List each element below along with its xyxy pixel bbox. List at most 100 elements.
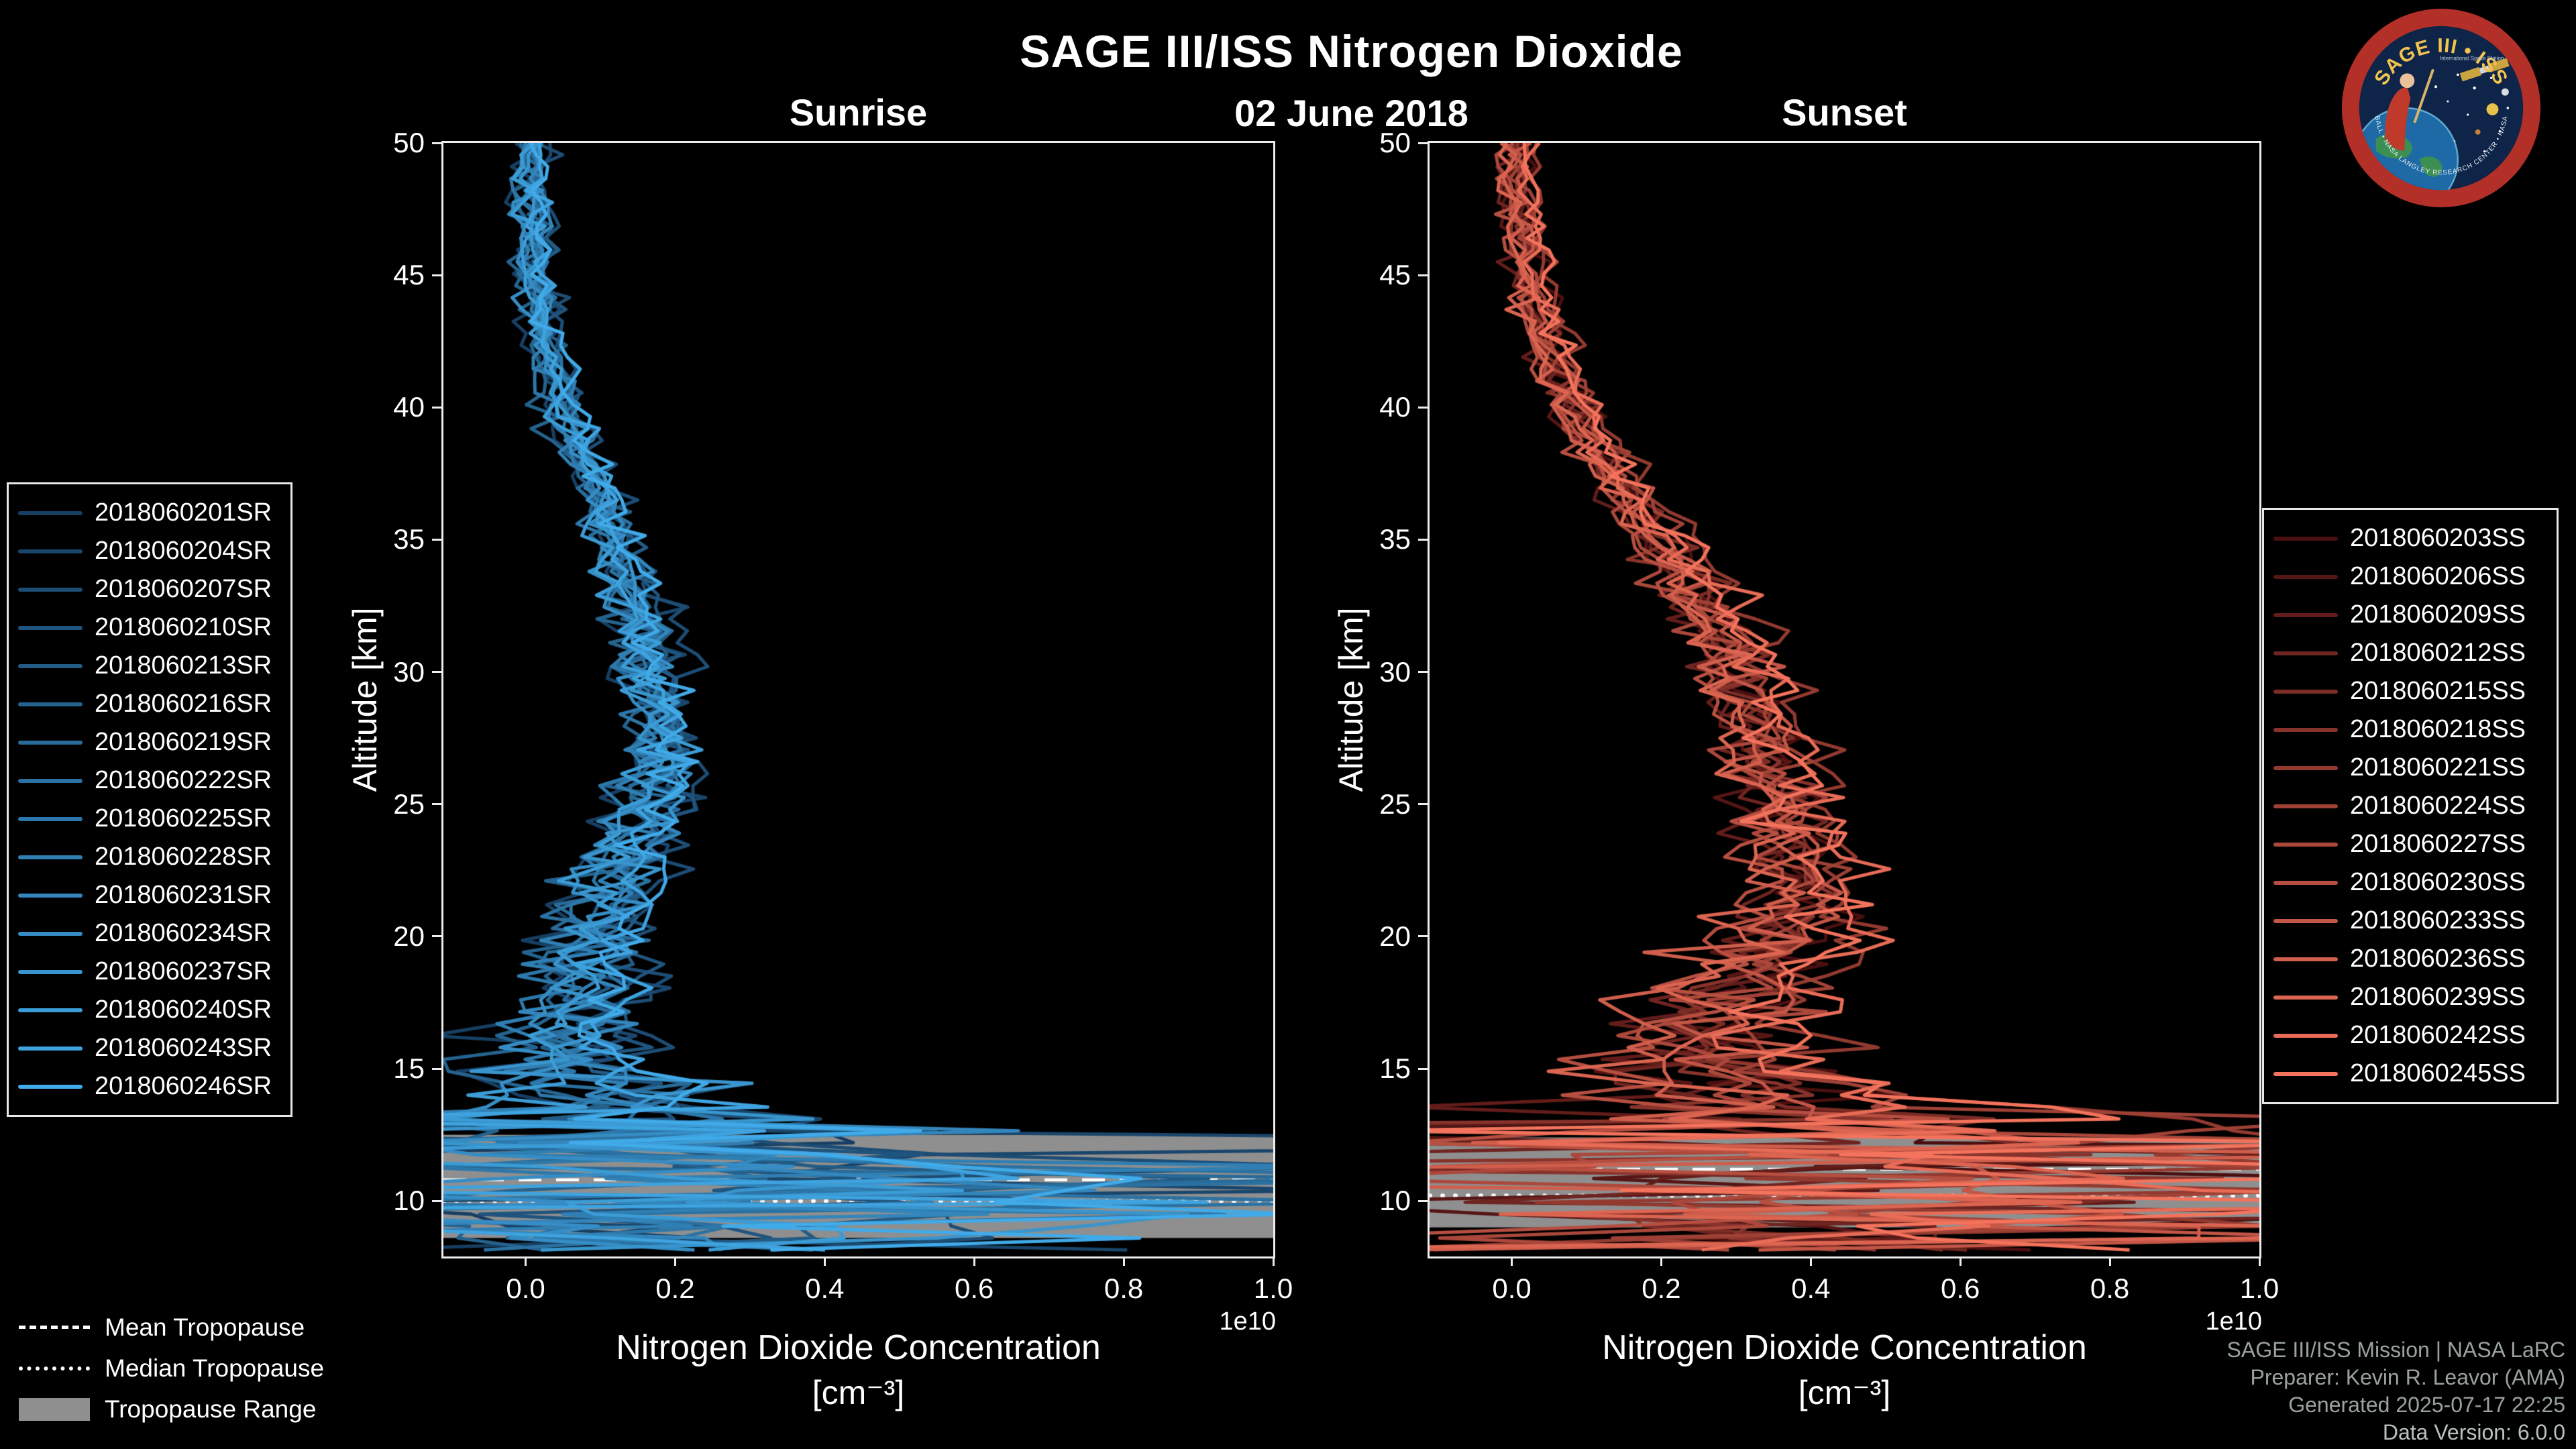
legend-item: 2018060206SS xyxy=(2273,557,2547,596)
x-tick-mark xyxy=(525,1256,527,1266)
legend-label: 2018060221SS xyxy=(2350,753,2526,782)
legend-line-swatch xyxy=(18,778,83,783)
x-axis-label: Nitrogen Dioxide Concentration xyxy=(1602,1328,2087,1367)
x-tick-mark xyxy=(823,1256,826,1266)
legend-line-swatch xyxy=(2273,727,2338,732)
legend-line-swatch xyxy=(2273,765,2338,770)
legend-item: 2018060227SS xyxy=(2273,825,2547,863)
y-tick-label: 45 xyxy=(393,259,425,291)
legend-line-swatch xyxy=(18,663,83,668)
y-tick-label: 20 xyxy=(1379,920,1411,952)
y-tick-mark xyxy=(1418,274,1428,276)
legend-item: 2018060234SR xyxy=(18,914,281,953)
iss-icon xyxy=(2459,58,2510,82)
x-axis-offset-text: 1e10 xyxy=(2205,1307,2262,1336)
y-tick-mark xyxy=(1418,1067,1428,1070)
legend-item: 2018060219SR xyxy=(18,723,281,761)
legend-line-swatch xyxy=(2273,804,2338,808)
x-axis-label: Nitrogen Dioxide Concentration xyxy=(616,1328,1101,1367)
y-tick-mark xyxy=(1418,671,1428,674)
figure-title: SAGE III/ISS Nitrogen Dioxide xyxy=(1020,26,1683,77)
figure-date: 02 June 2018 xyxy=(1234,92,1468,134)
legend-line-swatch xyxy=(2273,651,2338,655)
sunset-plot: Sunset 1e10 Nitrogen Dioxide Concentrati… xyxy=(1379,91,2279,1411)
legend-label: 2018060213SR xyxy=(95,651,272,680)
legend-label: 2018060216SR xyxy=(95,690,272,718)
legend-item: 2018060207SR xyxy=(18,570,281,608)
y-tick-label: 35 xyxy=(393,523,425,555)
legend-line-swatch xyxy=(18,969,83,974)
y-tick-mark xyxy=(1418,406,1428,409)
legend-label: 2018060209SS xyxy=(2350,600,2526,629)
y-tick-label: 30 xyxy=(1379,655,1411,688)
x-axis-units-label: [cm⁻³] xyxy=(1798,1374,1891,1411)
y-tick-mark xyxy=(432,671,441,674)
legend-label: 2018060243SR xyxy=(95,1034,272,1062)
x-tick-label: 0.8 xyxy=(2090,1273,2130,1304)
legend-item: 2018060221SS xyxy=(2273,749,2547,787)
sunrise-profiles-canvas xyxy=(443,143,1273,1256)
legend-line-swatch xyxy=(18,931,83,936)
legend-item: 2018060236SS xyxy=(2273,940,2547,978)
y-tick-label: 10 xyxy=(393,1185,425,1217)
y-tick-mark xyxy=(432,803,441,806)
dotted-line-swatch xyxy=(19,1366,90,1371)
legend-line-swatch xyxy=(18,816,83,821)
legend-item: 2018060237SR xyxy=(18,953,281,991)
legend-line-swatch xyxy=(2273,842,2338,847)
legend-item: 2018060213SR xyxy=(18,647,281,685)
legend-item: 2018060222SR xyxy=(18,761,281,800)
legend-label: 2018060218SS xyxy=(2350,715,2526,743)
mission-credit: SAGE III/ISS Mission | NASA LaRC xyxy=(2226,1338,2565,1362)
legend-label: 2018060237SR xyxy=(95,957,272,985)
data-version: Data Version: 6.0.0 xyxy=(2382,1420,2565,1444)
legend-label: 2018060222SR xyxy=(95,766,272,794)
x-tick-label: 0.6 xyxy=(955,1273,994,1304)
legend-item: 2018060240SR xyxy=(18,991,281,1029)
legend-item: 2018060215SS xyxy=(2273,672,2547,710)
legend-item: 2018060203SS xyxy=(2273,519,2547,557)
legend-label: 2018060204SR xyxy=(95,537,272,565)
legend-label: 2018060245SS xyxy=(2350,1059,2526,1087)
legend-line-swatch xyxy=(18,511,83,515)
legend-label: 2018060242SS xyxy=(2350,1021,2526,1049)
x-tick-label: 0.6 xyxy=(1941,1273,1980,1304)
x-tick-label: 1.0 xyxy=(1253,1273,1293,1304)
legend-item: 2018060201SR xyxy=(18,494,281,532)
generated-timestamp: Generated 2025-07-17 22:25 xyxy=(2288,1393,2565,1417)
gray-band-swatch xyxy=(19,1397,90,1421)
legend-item: 2018060242SS xyxy=(2273,1016,2547,1055)
tropopause-range-legend-item: Tropopause Range xyxy=(19,1389,324,1430)
x-tick-label: 0.2 xyxy=(1642,1273,1681,1304)
legend-line-swatch xyxy=(18,855,83,859)
legend-label: 2018060240SR xyxy=(95,996,272,1024)
legend-label: 2018060228SR xyxy=(95,843,272,871)
legend-label: 2018060225SR xyxy=(95,804,272,833)
legend-line-swatch xyxy=(18,740,83,745)
median-tropopause-legend-item: Median Tropopause xyxy=(19,1348,324,1389)
logo-subtext: International Space Station xyxy=(2440,55,2504,61)
legend-line-swatch xyxy=(2273,880,2338,885)
x-axis-offset-text: 1e10 xyxy=(1219,1307,1276,1336)
legend-item: 2018060243SR xyxy=(18,1029,281,1067)
x-tick-label: 0.2 xyxy=(655,1273,695,1304)
y-tick-label: 35 xyxy=(1379,523,1411,555)
tropopause-range-label: Tropopause Range xyxy=(105,1395,317,1423)
legend-label: 2018060207SR xyxy=(95,575,272,603)
mean-tropopause-label: Mean Tropopause xyxy=(105,1313,305,1341)
sunset-legend: 2018060203SS 2018060206SS 2018060209SS 2018… xyxy=(2262,508,2559,1104)
legend-item: 2018060225SR xyxy=(18,800,281,838)
legend-label: 2018060212SS xyxy=(2350,639,2526,667)
x-tick-mark xyxy=(1660,1256,1662,1266)
sunrise-panel-title: Sunrise xyxy=(789,91,928,133)
legend-label: 2018060239SS xyxy=(2350,983,2526,1011)
legend-line-swatch xyxy=(18,1084,83,1089)
legend-item: 2018060212SS xyxy=(2273,634,2547,672)
legend-item: 2018060230SS xyxy=(2273,863,2547,902)
y-tick-label: 25 xyxy=(1379,788,1411,820)
y-tick-label: 50 xyxy=(1379,127,1411,158)
legend-line-swatch xyxy=(2273,612,2338,617)
legend-line-swatch xyxy=(2273,918,2338,923)
y-tick-mark xyxy=(432,142,441,144)
legend-item: 2018060224SS xyxy=(2273,787,2547,825)
